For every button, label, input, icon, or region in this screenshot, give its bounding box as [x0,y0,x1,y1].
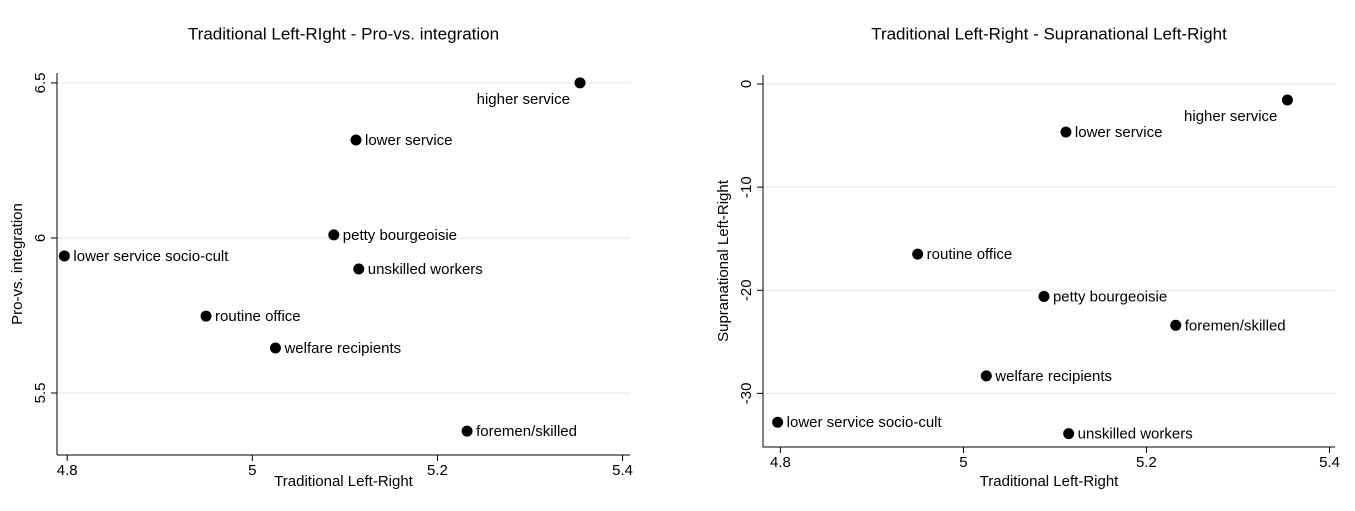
x-tick-label: 5.4 [1319,454,1340,471]
y-tick-label: 0 [738,80,755,88]
point-label: routine office [215,308,301,325]
point [980,370,992,382]
point [350,134,362,146]
x-axis-label: Traditional Left-Right [274,473,414,490]
y-tick-label: 5.5 [32,383,49,404]
point [1281,94,1293,106]
point [1063,428,1075,440]
point [1038,290,1050,302]
point [58,250,70,262]
point [772,416,784,428]
x-tick-label: 4.8 [770,454,791,471]
point [574,77,586,89]
x-tick-label: 5 [959,454,967,471]
x-tick-label: 4.8 [57,462,78,479]
point-label: foremen/skilled [1185,317,1286,334]
point-label: lower service socio-cult [787,414,943,431]
point-label: welfare recipients [283,340,401,357]
point-label: welfare recipients [994,368,1112,385]
point-label: routine office [927,246,1013,263]
x-tick-label: 5.2 [1136,454,1157,471]
point-label: higher service [1184,108,1277,125]
point-label: petty bourgeoisie [1053,288,1167,305]
y-axis-label: Pro-vs. integration [9,203,26,325]
point-label: lower service [365,132,453,149]
point [912,248,924,260]
point [328,229,340,241]
y-tick-label: 6 [32,234,49,242]
point-label: lower service socio-cult [73,248,229,265]
x-tick-label: 5.4 [612,462,633,479]
point [1060,126,1072,138]
point-label: unskilled workers [368,261,483,278]
point-label: lower service [1075,124,1163,141]
point-label: petty bourgeoisie [343,227,457,244]
point-label: higher service [477,91,570,108]
x-tick-label: 5 [248,462,256,479]
chart-title: Traditional Left-RIght - Pro-vs. integra… [188,24,499,43]
point-label: foremen/skilled [476,423,577,440]
y-tick-label: -10 [738,176,755,198]
y-axis-label: Supranational Left-Right [715,179,732,342]
point [269,342,281,354]
x-axis-label: Traditional Left-Right [980,473,1120,490]
chart-title: Traditional Left-Right - Supranational L… [871,24,1227,43]
point [461,425,473,437]
y-tick-label: -30 [738,383,755,405]
point [1170,319,1182,331]
point [353,263,365,275]
x-tick-label: 5.2 [427,462,448,479]
point [200,310,212,322]
y-tick-label: -20 [738,279,755,301]
y-tick-label: 6.5 [32,72,49,93]
point-label: unskilled workers [1078,426,1193,443]
